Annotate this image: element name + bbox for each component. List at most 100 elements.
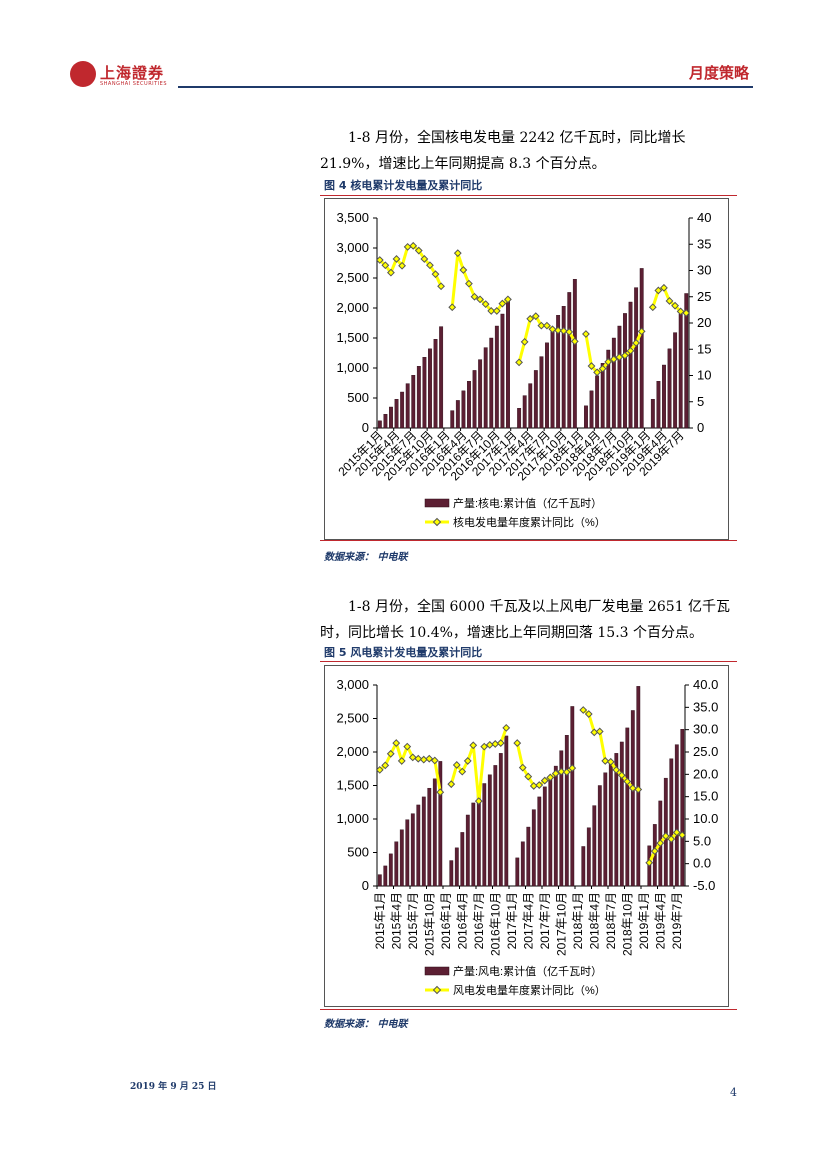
y-left-tick-label: 500	[347, 390, 369, 405]
bar	[614, 753, 619, 887]
y-left-tick-label: 3,000	[336, 240, 369, 255]
bar	[498, 753, 503, 887]
figure-4-source: 数据来源： 中电联	[324, 552, 408, 563]
x-tick-label: 2019年7月	[670, 892, 684, 949]
bar	[522, 395, 527, 429]
bar	[606, 349, 611, 429]
line-marker	[518, 763, 527, 772]
line-marker	[632, 339, 640, 347]
y-right-tick-label: 25.0	[693, 744, 718, 759]
legend-bar-swatch	[424, 966, 450, 976]
bar	[405, 819, 410, 887]
line-marker	[496, 739, 505, 747]
line-marker	[386, 749, 395, 758]
line-marker	[381, 261, 390, 270]
line-marker	[397, 757, 406, 765]
series-line	[378, 739, 442, 793]
bar	[438, 761, 443, 887]
bar	[454, 847, 459, 887]
line-marker	[452, 761, 461, 769]
line-marker	[498, 299, 507, 308]
line-marker	[531, 312, 540, 321]
line-marker	[436, 788, 445, 797]
wind-chart: 0 500 1,000 1,500 2,000 2,500 3,000 -5.0 0.0 5.0 1…	[324, 665, 729, 1007]
line-marker	[590, 728, 599, 737]
y-right-tick-label: 20.0	[693, 766, 718, 781]
page-number: 4	[730, 1086, 737, 1099]
line-marker	[678, 831, 687, 839]
line-marker	[667, 835, 676, 844]
line-marker	[502, 723, 511, 732]
legend-line-marker	[432, 517, 442, 527]
bar	[504, 735, 509, 887]
y-right-tick-label: 0.0	[693, 856, 711, 871]
footer-date: 2019 年 9 月 25 日	[130, 1082, 217, 1092]
line-marker	[540, 776, 549, 785]
legend-line-label: 核电发电量年度累计同比（%）	[453, 515, 606, 529]
line-marker	[654, 286, 663, 295]
legend-bar-label: 产量:风电:累计值（亿千瓦时）	[453, 964, 602, 978]
bar	[383, 413, 388, 429]
bar	[500, 313, 505, 429]
y-right-tick-label: 25	[697, 289, 711, 304]
logo-icon	[70, 61, 96, 87]
line-marker	[645, 858, 654, 867]
y-left-tick-label: 1,000	[336, 360, 369, 375]
bar	[515, 857, 520, 887]
y-left-tick-label: 2,000	[336, 744, 369, 759]
line-marker	[671, 301, 679, 310]
doc-type-title: 月度策略	[688, 64, 749, 82]
wind-chart-svg: 0 500 1,000 1,500 2,000 2,500 3,000 -5.0 0.0 5.0 1…	[336, 677, 718, 997]
bar	[383, 865, 388, 887]
y-right-tick-label: 10	[697, 368, 711, 383]
bar	[433, 338, 438, 429]
line-marker	[458, 767, 467, 776]
figure-5-title: 图 5 风电累计发电量及累计同比	[324, 646, 483, 659]
bar	[450, 410, 455, 429]
line-marker	[570, 337, 579, 346]
y-left-tick-label: 3,000	[336, 677, 369, 692]
line-marker	[419, 755, 428, 764]
x-tick-label: 2017年10月	[554, 892, 568, 956]
bar	[592, 805, 597, 887]
bar	[377, 874, 382, 887]
line-marker	[463, 757, 472, 765]
bar	[572, 278, 577, 429]
nuclear-chart-svg: 0 500 1,000 1,500 2,000 2,500 3,000 3,500 0 5 10 15…	[335, 210, 711, 529]
x-tick-label: 2018年10月	[620, 892, 634, 956]
line-marker	[546, 773, 555, 782]
y-right-tick-label: 30	[697, 263, 711, 278]
bar	[389, 406, 393, 429]
bar	[460, 832, 465, 887]
bar	[422, 356, 427, 429]
bar	[639, 268, 644, 429]
figure-4-bottom-rule	[320, 540, 737, 541]
x-tick-label: 2017年7月	[538, 892, 552, 949]
line-marker	[626, 346, 635, 355]
line-marker	[474, 797, 483, 806]
bar	[520, 841, 525, 887]
figure-5-source: 数据来源： 中电联	[324, 1019, 408, 1030]
line-marker	[448, 303, 457, 312]
line-marker	[621, 351, 629, 360]
bar	[545, 342, 549, 429]
bar	[410, 813, 415, 887]
bar	[533, 370, 538, 429]
line-marker	[665, 297, 674, 305]
bar	[416, 804, 421, 887]
bar	[478, 359, 483, 429]
bar	[567, 292, 572, 429]
line-marker	[520, 337, 529, 346]
bar	[517, 407, 522, 429]
bar	[428, 348, 432, 429]
line-marker	[598, 364, 607, 373]
y-right-tick-label: 30.0	[693, 722, 718, 737]
x-tick-label: 2015年7月	[406, 892, 420, 949]
line-marker	[637, 327, 646, 336]
y-left-tick-label: 0	[362, 878, 369, 893]
line-marker	[682, 309, 691, 317]
bar	[542, 786, 547, 887]
line-marker	[524, 772, 533, 781]
bar	[394, 398, 399, 429]
line-marker	[595, 727, 604, 736]
